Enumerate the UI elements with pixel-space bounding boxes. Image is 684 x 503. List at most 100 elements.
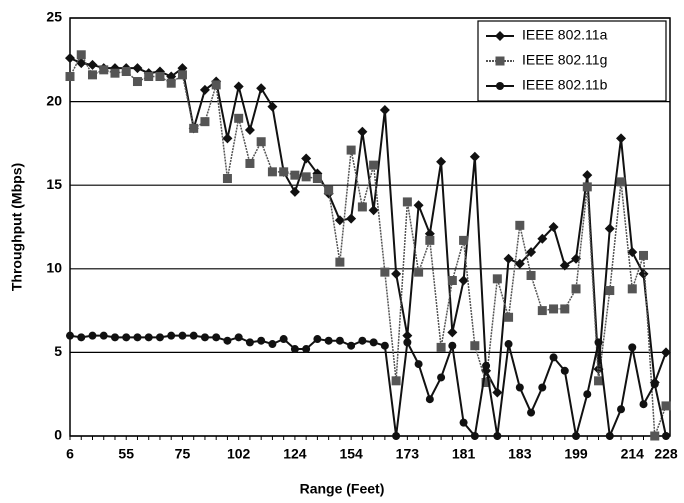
data-point [447,327,458,338]
x-tick-label: 75 [175,446,191,462]
data-point [290,170,300,180]
x-tick-label: 55 [118,446,134,462]
data-point [661,347,671,358]
legend-marker [495,56,505,66]
data-point [582,182,592,192]
data-point [133,333,142,342]
data-point [470,341,480,351]
data-point [504,312,514,322]
data-point [459,235,469,245]
data-point [617,405,626,414]
data-point [178,331,187,340]
data-point [256,137,266,147]
data-point [346,145,356,155]
x-axis-label: Range (Feet) [300,481,385,497]
data-point [369,338,378,347]
data-point [616,177,626,187]
data-point [616,133,627,144]
plot-frame [69,17,671,437]
data-point [662,432,670,440]
data-point [234,113,244,123]
data-point [99,331,108,340]
data-point [560,304,570,314]
data-point [155,333,164,342]
data-point [469,151,480,162]
data-point [605,286,615,296]
data-point [459,418,468,427]
data-point [233,81,244,92]
data-point [526,247,537,258]
data-point [571,253,582,264]
x-tick-label: 181 [452,446,476,462]
data-point [313,335,322,344]
legend-marker [495,31,505,41]
data-point [436,342,446,352]
data-point [605,432,614,440]
data-point [549,353,558,362]
legend-label: IEEE 802.11a [522,27,608,43]
data-point [290,345,299,354]
data-point [346,213,357,224]
x-tick-label: 6 [66,446,74,462]
legend-label: IEEE 802.11b [522,77,608,93]
data-point [200,333,209,342]
data-point [448,341,457,350]
data-point [257,336,266,345]
data-point [347,341,356,350]
data-point [110,333,119,342]
data-point [447,276,457,286]
data-point [414,267,424,277]
data-point [537,306,547,316]
data-point [211,80,221,90]
y-tick-label: 15 [46,176,62,192]
data-point [267,101,278,112]
data-point [189,331,198,340]
data-point [380,341,389,350]
y-tick-label: 25 [46,9,62,25]
data-point [628,343,637,352]
data-point [177,70,187,80]
x-tick-label: 102 [227,446,251,462]
data-point [155,72,165,82]
y-tick-label: 20 [46,92,62,108]
data-point [582,170,593,181]
data-point [368,205,379,216]
data-point [267,167,277,177]
data-point [650,380,659,389]
data-point [639,400,648,409]
data-point [425,395,434,404]
x-tick-label: 183 [508,446,532,462]
data-point [88,331,97,340]
data-point [223,336,232,345]
y-tick-label: 0 [54,427,62,443]
y-axis-label: Throughput (Mbps) [9,163,25,291]
series-line [69,334,667,440]
data-point [492,387,503,398]
data-point [324,185,334,195]
data-point [65,53,75,64]
data-point [132,63,143,74]
data-point [548,222,559,232]
data-point [77,333,86,342]
data-point [301,153,312,164]
data-point [66,331,74,340]
data-point [403,338,412,347]
data-point [639,250,649,260]
data-point [413,200,424,211]
data-point [604,223,615,234]
data-point [122,333,131,342]
data-point [538,383,547,392]
data-point [324,336,333,345]
data-point [436,156,447,167]
data-point [268,340,277,349]
data-point [87,70,97,80]
data-point [357,202,367,212]
data-point [335,257,345,267]
data-point [132,77,142,87]
data-point [514,258,525,269]
legend-marker [496,82,504,90]
data-point [222,174,232,184]
data-point [503,253,514,264]
data-point [515,383,524,392]
